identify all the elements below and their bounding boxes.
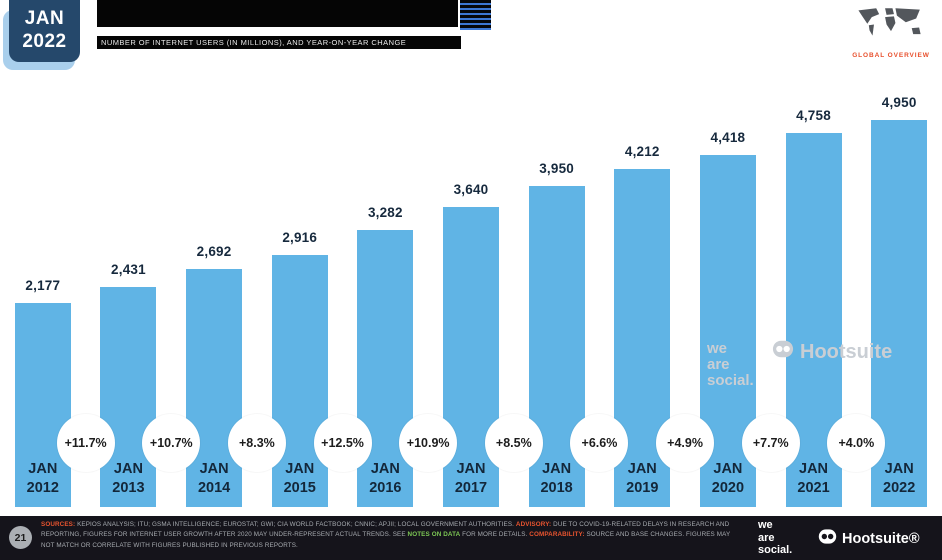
x-axis-label: JAN 2018: [540, 460, 573, 497]
bar-value-label: 4,418: [710, 130, 746, 145]
sources-label: SOURCES:: [41, 521, 76, 528]
advisory-label: ADVISORY:: [515, 521, 552, 528]
yoy-growth-circle: +8.5%: [484, 414, 543, 472]
page-number-badge: 21: [9, 526, 32, 549]
date-year: 2022: [22, 31, 67, 52]
bar: [186, 269, 243, 507]
x-axis-label: JAN 2012: [26, 460, 59, 497]
sources-body-2: DUE TO COVID-19-RELATED DELAYS IN RESEAR…: [41, 521, 730, 539]
bar-chart: 2,177 JAN 2012 2,431 JAN 2013 2,692 JAN 2014 2,91…: [0, 87, 942, 507]
sources-text: SOURCES: KEPIOS ANALYSIS; ITU; GSMA INTE…: [41, 520, 741, 551]
yoy-growth-circle: +8.3%: [227, 414, 286, 472]
bar: [357, 230, 414, 507]
bar-value-label: 2,916: [282, 230, 318, 245]
x-axis-label: JAN 2017: [454, 460, 488, 497]
bar: [14, 303, 71, 507]
x-axis-label: JAN 2014: [197, 460, 231, 497]
we-are-social-watermark: we are social.: [707, 340, 754, 390]
x-axis-label: JAN 2016: [369, 460, 402, 497]
logo-line: we: [758, 519, 773, 531]
redacted-title-fragment: [460, 0, 491, 30]
comparability-label: COMPARABILITY:: [529, 531, 585, 539]
hootsuite-watermark-text: Hootsuite: [800, 340, 893, 363]
redacted-title-block: [97, 0, 458, 27]
date-badge: JAN 2022: [9, 0, 80, 62]
watermark-line: we: [707, 340, 728, 357]
chart-subtitle: NUMBER OF INTERNET USERS (IN MILLIONS), …: [97, 36, 461, 49]
x-axis-label: JAN 2020: [711, 460, 745, 497]
yoy-growth-circle: +4.0%: [827, 414, 886, 472]
sources-body-1: KEPIOS ANALYSIS; ITU; GSMA INTELLIGENCE;…: [75, 521, 516, 528]
hootsuite-logo-text: Hootsuite®: [842, 530, 920, 547]
footer-bar: 21 SOURCES: KEPIOS ANALYSIS; ITU; GSMA I…: [0, 516, 942, 560]
bar-value-label: 3,640: [453, 182, 489, 197]
sources-body-3: FOR MORE DETAILS.: [460, 531, 530, 539]
hootsuite-owl-icon: [772, 338, 794, 366]
world-map-icon: [854, 4, 928, 42]
bar-value-label: 2,177: [25, 278, 61, 293]
yoy-growth-circle: +12.5%: [313, 414, 372, 472]
x-axis-label: JAN 2022: [883, 460, 916, 497]
bar-value-label: 2,431: [111, 262, 146, 277]
yoy-growth-circle: +7.7%: [741, 414, 800, 472]
date-month: JAN: [24, 8, 65, 30]
yoy-growth-circle: +4.9%: [656, 414, 715, 472]
x-axis-label: JAN 2013: [112, 460, 145, 497]
logo-line: social.: [758, 544, 793, 557]
logo-line: are: [758, 531, 775, 544]
notes-on-data-link[interactable]: NOTES ON DATA: [407, 531, 461, 539]
bar-value-label: 3,950: [539, 161, 575, 176]
we-are-social-logo: we are social.: [758, 519, 792, 557]
bar: [271, 255, 328, 507]
yoy-growth-circle: +6.6%: [570, 414, 629, 472]
hootsuite-owl-icon: [818, 527, 837, 550]
x-axis-label: JAN 2019: [626, 460, 659, 497]
sources-body-4: SOURCE AND BASE CHANGES. FIGURES MAY NOT…: [41, 531, 731, 549]
yoy-growth-circle: +11.7%: [56, 414, 115, 472]
bar-value-label: 2,692: [196, 244, 232, 259]
yoy-growth-circle: +10.9%: [399, 414, 458, 472]
x-axis-label: JAN 2015: [283, 460, 316, 497]
region-label: GLOBAL OVERVIEW: [852, 52, 930, 59]
bar: [100, 287, 157, 507]
hootsuite-watermark: Hootsuite: [772, 338, 892, 366]
watermark-line: social.: [707, 372, 754, 390]
yoy-growth-circle: +10.7%: [142, 414, 201, 472]
bar-value-label: 4,758: [796, 108, 831, 123]
bar-value-label: 4,212: [624, 144, 660, 159]
x-axis-label: JAN 2021: [797, 460, 830, 497]
bar-value-label: 4,950: [881, 95, 917, 110]
watermark-line: are: [707, 356, 730, 374]
hootsuite-logo: Hootsuite®: [818, 527, 920, 550]
bar-value-label: 3,282: [367, 205, 403, 220]
